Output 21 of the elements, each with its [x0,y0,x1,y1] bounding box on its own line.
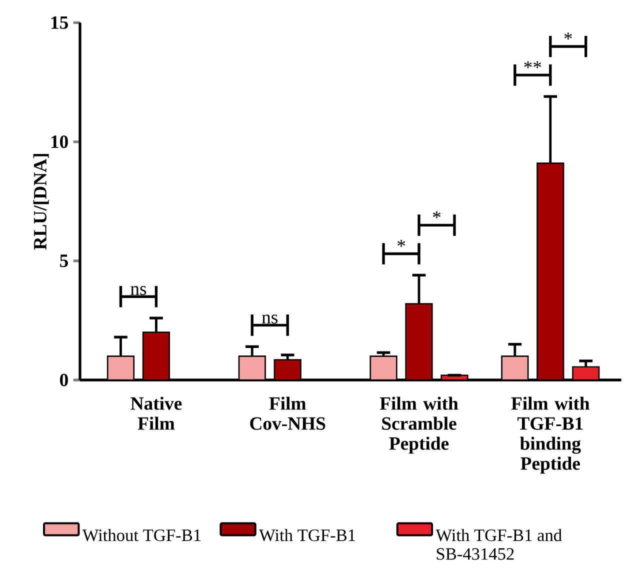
y-tick-label: 15 [51,16,68,30]
legend-label: Without TGF-B1 [82,529,201,542]
annotation: * [564,32,572,40]
y-tick-label: 5 [60,254,68,268]
y-tick-label: 0 [60,374,68,386]
y-tick-label: 10 [51,136,68,148]
y-axis-title: RLU/[DNA] [33,154,49,250]
annotation: ns [262,314,278,324]
annotation: ** [524,61,542,68]
x-tick-label: Film with TGF-B1 binding Peptide [511,396,590,474]
bar [501,356,529,380]
legend-label: With TGF-B1 and SB-431452 [436,529,562,560]
bar [238,356,266,380]
legend-label: With TGF-B1 [259,529,356,542]
bar [370,356,398,380]
x-tick-label: Native Film [130,396,182,430]
x-tick-label: Film Cov-NHS [250,396,326,430]
annotation: * [432,211,441,218]
x-tick-label: Film with Scramble Peptide [380,396,458,454]
annotation: ns [130,286,146,296]
annotation: * [398,240,406,247]
